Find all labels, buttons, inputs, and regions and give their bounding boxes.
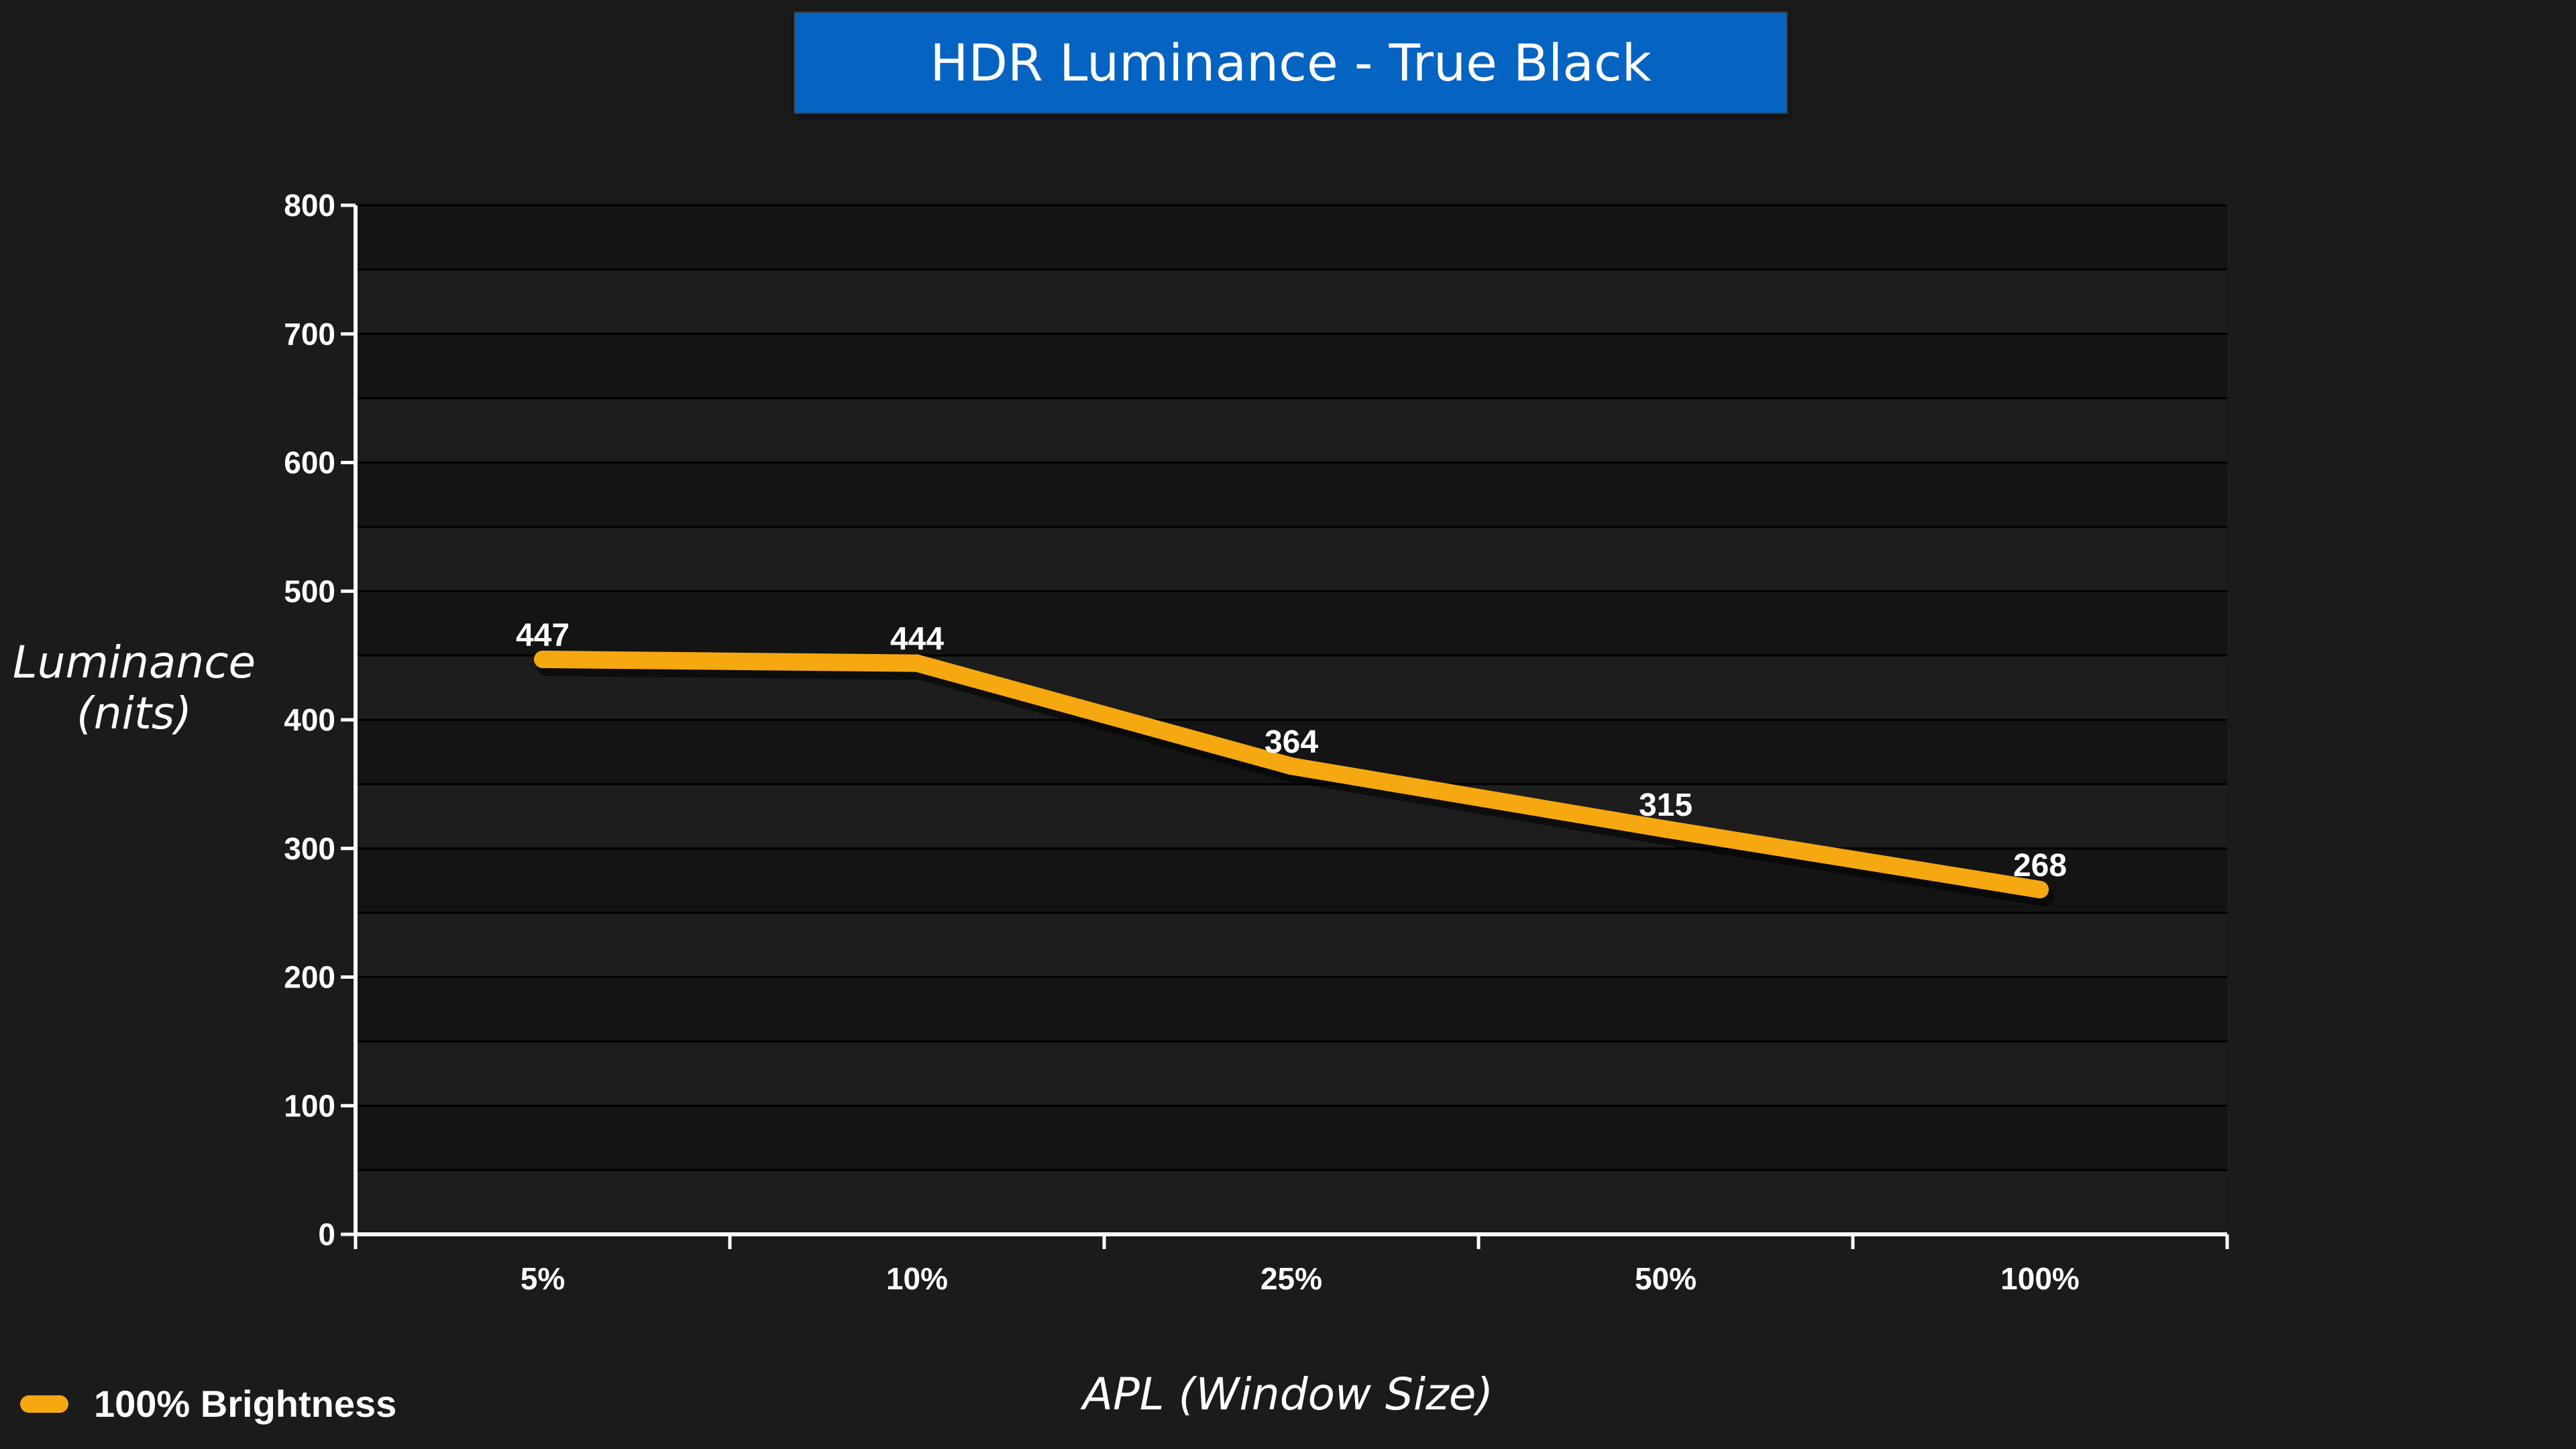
x-tick-label: 5% [521,1261,565,1296]
y-tick-label: 200 [284,960,335,995]
data-point [2031,881,2049,899]
y-tick-label: 300 [284,831,335,866]
plot-band [356,977,2227,1042]
y-tick-label: 600 [284,445,335,480]
x-tick-label: 25% [1260,1261,1322,1296]
plot-band [356,784,2227,849]
y-axis-label-line-2: (nits) [76,688,192,739]
plot-band [356,205,2227,270]
plot-band [356,591,2227,656]
plot-band [356,1041,2227,1106]
plot-band [356,398,2227,463]
y-tick-label: 400 [284,702,335,737]
y-tick-label: 800 [284,188,335,223]
data-point [1283,757,1300,775]
plot-band [356,912,2227,977]
y-axis-label-line-1: Luminance [12,637,256,688]
legend-label: 100% Brightness [94,1383,397,1425]
y-tick-label: 500 [284,574,335,608]
data-label: 444 [890,622,944,657]
data-label: 315 [1639,788,1693,823]
data-point [1657,820,1674,838]
x-tick-label: 50% [1635,1261,1697,1296]
data-label: 447 [516,618,570,653]
x-axis-label: APL (Window Size) [1082,1368,1494,1420]
plot-band [356,527,2227,592]
plot-band [356,462,2227,527]
data-label: 268 [2013,848,2067,883]
legend-swatch [20,1395,68,1413]
y-tick-label: 100 [284,1088,335,1123]
y-tick-label: 700 [284,317,335,352]
plot-band [356,1170,2227,1234]
plot-band [356,1106,2227,1171]
plot-band [356,333,2227,398]
chart-title: HDR Luminance - True Black [794,11,1788,114]
y-tick-label: 0 [318,1217,335,1252]
y-axis-label: Luminance (nits) [0,637,268,739]
x-tick-label: 10% [886,1261,948,1296]
plot-band [356,269,2227,334]
data-label: 364 [1265,724,1318,760]
data-point [908,654,926,672]
data-point [534,650,551,668]
x-tick-label: 100% [2000,1261,2080,1296]
legend: 100% Brightness [20,1382,396,1426]
